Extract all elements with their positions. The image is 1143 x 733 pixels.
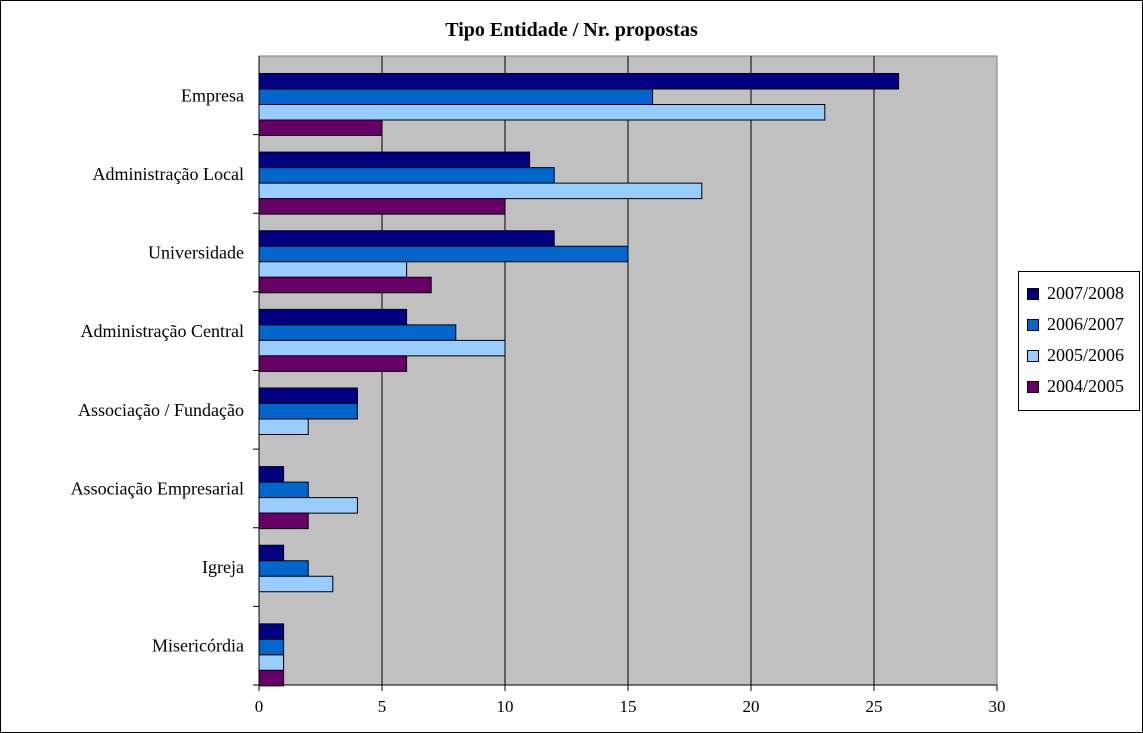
bar-2005-2006	[258, 261, 408, 278]
category-label: Administração Central	[81, 321, 244, 341]
bar-2007-2008	[258, 230, 555, 247]
category-label: Associação Empresarial	[71, 478, 244, 498]
category-label: Misericórdia	[152, 636, 244, 656]
bar-2007-2008	[258, 308, 408, 326]
legend-item: 2007/2008	[1019, 278, 1139, 309]
bar-2006-2007	[258, 245, 629, 263]
bar-2004-2005	[258, 198, 506, 215]
bar-2005-2006	[258, 182, 703, 200]
bar-2006-2007	[258, 638, 285, 656]
bar-2007-2008	[258, 466, 285, 483]
bar-2004-2005	[258, 119, 383, 136]
bar-2004-2005	[258, 276, 432, 294]
bar-2004-2005	[258, 355, 408, 372]
bar-2006-2007	[258, 167, 555, 184]
legend-item: 2005/2006	[1019, 340, 1139, 371]
legend-label: 2006/2007	[1047, 314, 1125, 334]
bar-2007-2008	[258, 544, 285, 562]
bar-2007-2008	[258, 151, 531, 169]
x-tick-label: 5	[378, 697, 387, 716]
legend-swatch	[1027, 287, 1039, 300]
bar-2006-2007	[258, 560, 309, 577]
bar-2007-2008	[258, 73, 900, 90]
category-label: Igreja	[202, 557, 244, 577]
x-tick-label: 25	[866, 697, 883, 716]
legend-swatch	[1027, 380, 1039, 393]
legend-label: 2005/2006	[1047, 345, 1125, 365]
category-label: Empresa	[181, 85, 244, 105]
bar-2007-2008	[258, 387, 358, 404]
legend-label: 2004/2005	[1047, 376, 1125, 396]
bar-2005-2006	[258, 104, 826, 121]
bar-2006-2007	[258, 324, 457, 341]
bar-2006-2007	[258, 481, 309, 499]
bar-2005-2006	[258, 418, 309, 435]
category-label: Administração Local	[93, 164, 244, 184]
x-tick-label: 0	[255, 697, 264, 716]
bar-2004-2005	[258, 669, 285, 687]
bar-2006-2007	[258, 88, 654, 105]
bar-2007-2008	[258, 623, 285, 640]
bar-2004-2005	[258, 512, 309, 530]
bar-2005-2006	[258, 654, 285, 671]
chart-title: Tipo Entidade / Nr. propostas	[445, 19, 698, 41]
x-tick-label: 15	[620, 697, 637, 716]
x-tick-label: 10	[497, 697, 514, 716]
category-label: Associação / Fundação	[78, 400, 244, 420]
x-tick-label: 20	[743, 697, 760, 716]
x-tick-label: 30	[989, 697, 1006, 716]
legend-item: 2004/2005	[1019, 371, 1139, 402]
bar-2005-2006	[258, 339, 506, 357]
legend-swatch	[1027, 318, 1039, 331]
category-label: Universidade	[148, 243, 244, 263]
bar-2006-2007	[258, 403, 358, 420]
bar-2005-2006	[258, 497, 358, 514]
legend-swatch	[1027, 349, 1039, 362]
legend-item: 2006/2007	[1019, 309, 1139, 340]
legend-label: 2007/2008	[1047, 283, 1125, 303]
legend: 2007/2008 2006/2007 2005/2006 2004/2005	[1018, 271, 1140, 411]
bar-2005-2006	[258, 575, 334, 593]
